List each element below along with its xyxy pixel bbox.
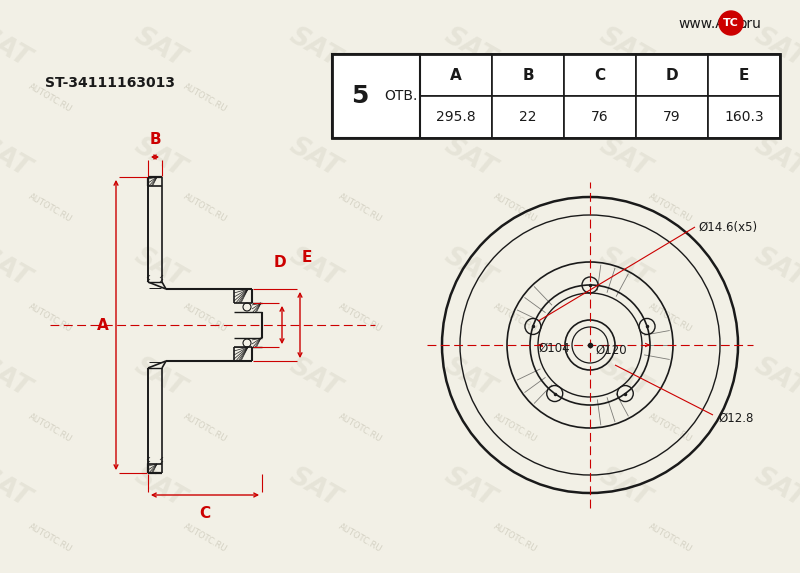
Text: 160.3: 160.3 bbox=[724, 110, 764, 124]
Text: C: C bbox=[199, 506, 210, 521]
Text: SAT: SAT bbox=[130, 23, 190, 73]
Text: SAT: SAT bbox=[750, 23, 800, 73]
Bar bbox=[708, 96, 780, 138]
Text: D: D bbox=[274, 255, 286, 270]
Text: ST-34111163013: ST-34111163013 bbox=[45, 76, 175, 90]
Text: SAT: SAT bbox=[0, 353, 35, 403]
Text: SAT: SAT bbox=[750, 243, 800, 293]
Text: AUTOTC.RU: AUTOTC.RU bbox=[646, 522, 694, 554]
Bar bbox=[708, 54, 780, 96]
Text: SAT: SAT bbox=[750, 463, 800, 513]
Text: AUTOTC.RU: AUTOTC.RU bbox=[182, 82, 228, 114]
Text: SAT: SAT bbox=[285, 243, 346, 293]
Text: AUTOTC.RU: AUTOTC.RU bbox=[182, 522, 228, 554]
Text: SAT: SAT bbox=[594, 133, 655, 183]
Text: E: E bbox=[739, 68, 749, 83]
Text: AUTOTC.RU: AUTOTC.RU bbox=[492, 522, 538, 554]
Text: AUTOTC.RU: AUTOTC.RU bbox=[26, 412, 74, 444]
Bar bbox=[564, 54, 636, 96]
Text: ОТВ.: ОТВ. bbox=[384, 89, 418, 103]
Text: SAT: SAT bbox=[285, 463, 346, 513]
Text: SAT: SAT bbox=[285, 133, 346, 183]
Text: AUTOTC.RU: AUTOTC.RU bbox=[182, 302, 228, 334]
Text: AUTOTC.RU: AUTOTC.RU bbox=[337, 302, 383, 334]
Text: AUTOTC.RU: AUTOTC.RU bbox=[337, 192, 383, 224]
Text: SAT: SAT bbox=[440, 353, 500, 403]
Text: SAT: SAT bbox=[594, 23, 655, 73]
Text: www.Auto: www.Auto bbox=[678, 17, 747, 31]
Text: AUTOTC.RU: AUTOTC.RU bbox=[26, 82, 74, 114]
Text: AUTOTC.RU: AUTOTC.RU bbox=[337, 522, 383, 554]
Text: B: B bbox=[149, 132, 161, 147]
Text: 79: 79 bbox=[663, 110, 681, 124]
Text: AUTOTC.RU: AUTOTC.RU bbox=[492, 302, 538, 334]
Circle shape bbox=[719, 11, 743, 35]
Text: AUTOTC.RU: AUTOTC.RU bbox=[646, 302, 694, 334]
Text: SAT: SAT bbox=[440, 133, 500, 183]
Text: SAT: SAT bbox=[0, 243, 35, 293]
Bar bbox=[636, 96, 708, 138]
Bar bbox=[636, 54, 708, 96]
Text: C: C bbox=[594, 68, 606, 83]
Text: SAT: SAT bbox=[285, 23, 346, 73]
Text: SAT: SAT bbox=[750, 353, 800, 403]
Text: SAT: SAT bbox=[285, 353, 346, 403]
Text: AUTOTC.RU: AUTOTC.RU bbox=[337, 412, 383, 444]
Text: Ø14.6(x5): Ø14.6(x5) bbox=[698, 221, 757, 234]
Text: SAT: SAT bbox=[440, 463, 500, 513]
Text: 76: 76 bbox=[591, 110, 609, 124]
Text: Ø104: Ø104 bbox=[538, 342, 570, 355]
Text: AUTOTC.RU: AUTOTC.RU bbox=[26, 522, 74, 554]
Text: AUTOTC.RU: AUTOTC.RU bbox=[646, 82, 694, 114]
Text: SAT: SAT bbox=[0, 463, 35, 513]
Text: SAT: SAT bbox=[594, 353, 655, 403]
Text: SAT: SAT bbox=[594, 463, 655, 513]
Text: SAT: SAT bbox=[594, 243, 655, 293]
Text: AUTOTC.RU: AUTOTC.RU bbox=[646, 192, 694, 224]
Text: SAT: SAT bbox=[130, 463, 190, 513]
Text: A: A bbox=[98, 317, 109, 332]
Text: Ø12.8: Ø12.8 bbox=[718, 411, 754, 425]
Text: A: A bbox=[450, 68, 462, 83]
Text: AUTOTC.RU: AUTOTC.RU bbox=[182, 192, 228, 224]
Text: SAT: SAT bbox=[0, 133, 35, 183]
Text: AUTOTC.RU: AUTOTC.RU bbox=[182, 412, 228, 444]
Text: SAT: SAT bbox=[440, 23, 500, 73]
Text: 5: 5 bbox=[351, 84, 369, 108]
Bar bbox=[492, 54, 564, 96]
Text: Ø120: Ø120 bbox=[595, 343, 626, 356]
Bar bbox=[420, 96, 492, 138]
Bar bbox=[420, 54, 492, 96]
Text: E: E bbox=[302, 250, 312, 265]
Bar bbox=[492, 96, 564, 138]
Text: AUTOTC.RU: AUTOTC.RU bbox=[492, 192, 538, 224]
Text: AUTOTC.RU: AUTOTC.RU bbox=[26, 302, 74, 334]
Text: 22: 22 bbox=[519, 110, 537, 124]
Text: 295.8: 295.8 bbox=[436, 110, 476, 124]
Text: B: B bbox=[522, 68, 534, 83]
Text: AUTOTC.RU: AUTOTC.RU bbox=[646, 412, 694, 444]
Text: .ru: .ru bbox=[743, 17, 762, 31]
Text: SAT: SAT bbox=[130, 353, 190, 403]
Text: TC: TC bbox=[723, 18, 739, 28]
Text: D: D bbox=[666, 68, 678, 83]
Text: AUTOTC.RU: AUTOTC.RU bbox=[337, 82, 383, 114]
Bar bbox=[332, 54, 780, 138]
Bar bbox=[564, 96, 636, 138]
Text: AUTOTC.RU: AUTOTC.RU bbox=[492, 412, 538, 444]
Bar bbox=[332, 54, 420, 138]
Text: SAT: SAT bbox=[0, 23, 35, 73]
Text: AUTOTC.RU: AUTOTC.RU bbox=[26, 192, 74, 224]
Text: AUTOTC.RU: AUTOTC.RU bbox=[492, 82, 538, 114]
Text: SAT: SAT bbox=[130, 243, 190, 293]
Text: SAT: SAT bbox=[130, 133, 190, 183]
Text: SAT: SAT bbox=[440, 243, 500, 293]
Text: SAT: SAT bbox=[750, 133, 800, 183]
